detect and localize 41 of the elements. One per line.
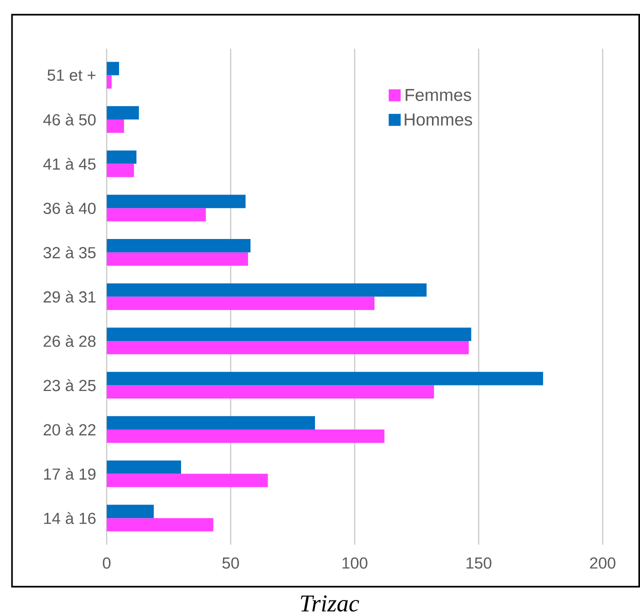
x-tick-label: 150 (466, 557, 492, 569)
x-tick-label: 100 (342, 557, 368, 569)
text: Trizac (300, 595, 360, 612)
bar (106, 328, 472, 341)
bar (106, 283, 427, 297)
y-tick-label: 23 à 25 (44, 379, 96, 392)
legend-label: Femmes (406, 88, 472, 102)
y-tick-label: 32 à 35 (43, 246, 96, 258)
y-tick-label: 41 à 45 (43, 158, 96, 170)
bar (106, 194, 246, 208)
bar (106, 239, 251, 252)
bar (106, 150, 136, 164)
bar (106, 430, 384, 443)
y-tick-label: 36 à 40 (43, 202, 96, 214)
bar (106, 372, 544, 386)
y-tick-label: 20 à 22 (44, 424, 96, 436)
bar (106, 504, 154, 518)
bar (106, 474, 268, 488)
y-tick-label: 29 à 31 (44, 290, 96, 303)
bar (106, 106, 139, 120)
y-tick-label: 17 à 19 (44, 468, 96, 480)
x-tick-label: 200 (590, 557, 616, 569)
bar (106, 296, 375, 310)
x-tick-label: 0 (102, 557, 110, 569)
bar (106, 252, 248, 266)
y-tick-label: 14 à 16 (44, 512, 96, 524)
legend-label: Hommes (404, 114, 472, 126)
bar (106, 62, 120, 76)
bar (106, 208, 206, 222)
bar (106, 385, 434, 399)
bar (106, 164, 134, 178)
x-tick-label: 50 (222, 557, 239, 569)
y-tick-label: 26 à 28 (44, 334, 96, 347)
bar (106, 340, 469, 354)
bar (106, 75, 112, 89)
bar (106, 518, 214, 532)
y-tick-label: 46 à 50 (43, 114, 96, 126)
bar (106, 416, 315, 430)
bar (106, 120, 124, 133)
bar (106, 460, 182, 474)
y-tick-label: 51 et + (48, 70, 96, 81)
